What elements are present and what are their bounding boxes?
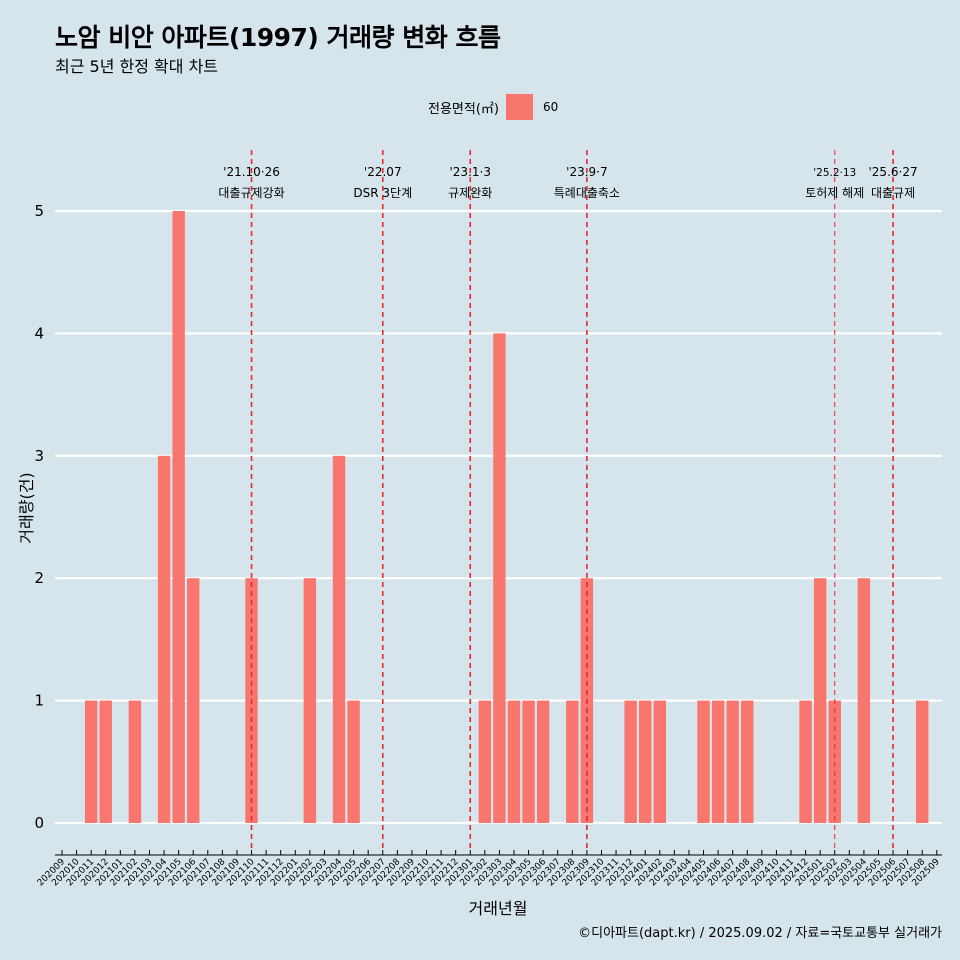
bar-202501 xyxy=(813,578,827,823)
legend-entry-label: 60 xyxy=(542,100,559,114)
bar-202106 xyxy=(187,578,200,823)
bar-202412 xyxy=(799,700,812,823)
annotation-date: '25.6·27 xyxy=(869,165,918,179)
bar-202303 xyxy=(493,333,506,823)
bars xyxy=(84,211,929,823)
bar-202504 xyxy=(857,578,871,823)
annotation-label: 대출규제 xyxy=(871,186,915,200)
bar-202407 xyxy=(726,700,739,823)
bar-202104 xyxy=(157,455,171,823)
annotation-label: DSR 3단계 xyxy=(353,186,412,200)
legend-title: 전용면적(㎡) xyxy=(428,101,499,117)
y-tick-label: 2 xyxy=(34,569,44,587)
chart-title: 노암 비안 아파트(1997) 거래량 변화 흐름 xyxy=(55,23,501,52)
legend-swatch xyxy=(505,94,533,120)
x-axis-title: 거래년월 xyxy=(469,899,528,918)
bar-202304 xyxy=(507,700,521,823)
annotation-label: 대출규제강화 xyxy=(218,186,284,200)
bar-202502 xyxy=(828,700,841,823)
bar-202011 xyxy=(84,700,98,823)
bar-202401 xyxy=(639,700,652,823)
bar-202305 xyxy=(522,700,535,823)
bar-202402 xyxy=(653,700,666,823)
bar-202102 xyxy=(128,700,142,823)
bar-202312 xyxy=(624,700,637,823)
bar-202306 xyxy=(536,700,550,823)
y-axis-ticks: 0 1 2 3 4 5 xyxy=(34,202,44,832)
annotation-date: '23.1·3 xyxy=(450,165,491,179)
legend: 전용면적(㎡) 60 xyxy=(428,94,558,120)
bar-202408 xyxy=(741,700,754,823)
bar-202012 xyxy=(99,700,112,823)
y-tick-label: 3 xyxy=(34,447,44,465)
annotation-date: '22.07 xyxy=(364,165,402,179)
annotation-date: '23.9·7 xyxy=(566,165,607,179)
y-axis-title: 거래량(건) xyxy=(17,472,36,543)
x-axis: 2020092020102020112020122021012021022021… xyxy=(36,850,942,888)
bar-202405 xyxy=(697,700,710,823)
chart-subtitle: 최근 5년 한정 확대 차트 xyxy=(55,57,219,76)
annotation-label: 특례대출축소 xyxy=(554,186,620,200)
bar-202508 xyxy=(916,700,929,823)
y-tick-label: 4 xyxy=(34,324,44,342)
annotation-label: 토허제 해제 xyxy=(805,186,864,200)
source-caption: ©디아파트(dapt.kr) / 2025.09.02 / 자료=국토교통부 실… xyxy=(578,926,942,941)
y-tick-label: 5 xyxy=(34,202,44,220)
y-tick-label: 1 xyxy=(34,692,44,710)
annotation-date: '21.10·26 xyxy=(223,165,280,179)
bar-202205 xyxy=(347,700,360,823)
bar-202406 xyxy=(711,700,725,823)
bar-202105 xyxy=(172,211,185,823)
y-tick-label: 0 xyxy=(34,814,44,832)
bar-202202 xyxy=(303,578,317,823)
annotation-date: '25.2·13 xyxy=(813,167,856,179)
annotation-label: 규제완화 xyxy=(448,186,492,200)
bar-202302 xyxy=(478,700,492,823)
bar-202204 xyxy=(332,455,346,823)
bar-202308 xyxy=(566,700,579,823)
reference-lines: '21.10·26 대출규제강화 '22.07 DSR 3단계 '23.1·3 규제완화 '… xyxy=(218,150,918,852)
